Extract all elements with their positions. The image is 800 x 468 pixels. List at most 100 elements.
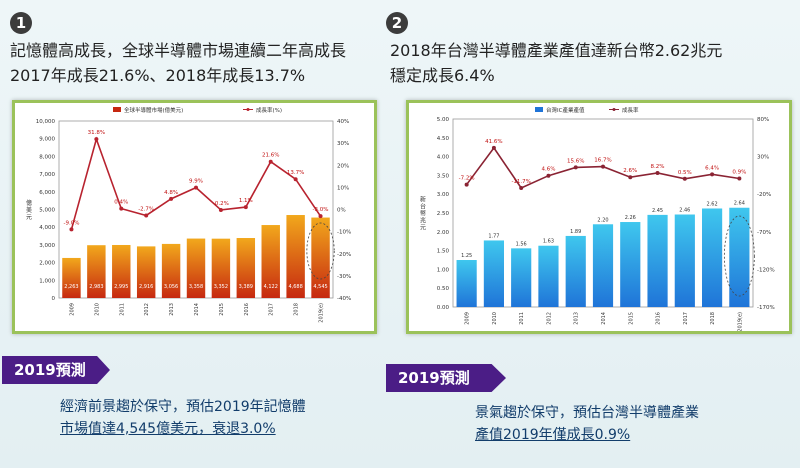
c1-growth-label: 21.6%: [262, 153, 279, 159]
c1-y-tick: 9,000: [39, 137, 55, 143]
c2-bar-value: 1.56: [516, 241, 527, 247]
c2-legend-line-marker: [612, 108, 616, 111]
section2-headline-line1: 2018年台灣半導體產業產值達新台幣2.62兆元: [390, 41, 723, 60]
c1-growth-label: -0.2%: [213, 201, 229, 207]
c2-bar: [674, 214, 695, 307]
c1-growth-label: -2.7%: [138, 206, 154, 212]
c1-growth-marker: [94, 137, 99, 142]
c2-growth-label: 41.6%: [485, 139, 502, 145]
c2-y2-tick: -20%: [757, 192, 771, 198]
c1-x-tick: 2014: [194, 303, 200, 316]
c1-bar: [87, 245, 106, 298]
c1-legend-line-marker: [246, 108, 250, 111]
section2-note-line1: 景氣趨於保守，預估台灣半導體產業: [475, 405, 699, 421]
c2-x-tick: 2011: [519, 312, 525, 325]
c2-bar: [538, 245, 559, 307]
c1-growth-marker: [144, 213, 149, 218]
c1-growth-marker: [69, 227, 74, 232]
c2-growth-marker: [464, 182, 469, 187]
c1-legend-bar-label: 全球半導體市場(億美元): [124, 106, 183, 114]
c2-bar-value: 2.46: [679, 208, 690, 214]
c1-bar: [211, 238, 231, 298]
c1-y2-tick: -20%: [337, 252, 351, 258]
c1-growth-label: 13.7%: [287, 170, 304, 176]
c1-y-tick: 10,000: [36, 119, 56, 125]
c2-x-tick: 2018: [710, 312, 716, 325]
c2-growth-marker: [737, 176, 742, 181]
c1-x-tick: 2016: [244, 303, 250, 316]
c2-legend-bar-label: 台灣IC產業產值: [546, 106, 585, 114]
c1-growth-label: 4.8%: [164, 190, 178, 196]
c2-growth-marker: [491, 145, 496, 150]
c1-bar: [286, 215, 305, 298]
c2-y-tick: 2.00: [437, 230, 450, 236]
c1-growth-label: -9.0%: [63, 220, 79, 226]
c1-y-tick: 3,000: [39, 243, 55, 249]
c1-bar: [261, 225, 280, 298]
c1-growth-marker: [169, 196, 174, 201]
c1-bar: [236, 238, 256, 298]
c1-bar-value: 2,916: [139, 284, 153, 290]
c1-growth-label: 0.4%: [114, 200, 128, 206]
c1-y-tick: 6,000: [39, 190, 55, 196]
c2-y2-tick: 30%: [757, 155, 769, 161]
c1-y-tick: 0: [52, 296, 56, 302]
c2-bar-value: 1.77: [488, 233, 499, 239]
c1-bar-value: 2,983: [89, 284, 103, 290]
c2-y2-tick: -70%: [757, 230, 771, 236]
c1-ylabel-char: 美: [26, 206, 32, 214]
c2-growth-label: 6.4%: [705, 165, 719, 171]
c2-growth-marker: [628, 175, 633, 180]
c1-y2-tick: -30%: [337, 274, 351, 280]
c1-growth-marker: [243, 205, 248, 210]
c2-highlight-ellipse: [723, 215, 755, 297]
c1-bar: [161, 243, 181, 298]
c2-y-tick: 2.50: [437, 211, 450, 217]
section2-headline-line2: 穩定成長6.4%: [390, 66, 495, 85]
c2-y2-tick: -170%: [757, 305, 775, 311]
c2-growth-label: 8.2%: [651, 164, 665, 170]
c1-growth-label: 9.9%: [189, 179, 203, 185]
c2-bar: [483, 240, 504, 307]
c1-growth-label: -3.0%: [313, 207, 329, 213]
c2-y-tick: 3.50: [437, 173, 450, 179]
taiwan-ic-chart: 0.00 0.50 1.00 1.50 2.00 2.50 3.00 3.50 4.00 4.50…: [406, 100, 792, 334]
c2-x-tick: 2012: [546, 312, 552, 325]
c2-bar-value: 1.25: [461, 253, 472, 259]
c2-y-tick: 1.50: [437, 249, 450, 255]
c1-x-tick: 2011: [119, 303, 125, 316]
section1-note-line1: 經濟前景趨於保守，預估2019年記憶體: [60, 399, 306, 415]
c2-y-tick: 0.00: [437, 305, 450, 311]
c2-y2-tick: -120%: [757, 267, 775, 273]
c2-growth-marker: [655, 170, 660, 175]
c1-ylabel-char: 億: [26, 199, 32, 207]
c1-x-tick: 2018: [294, 303, 300, 316]
c2-growth-marker: [682, 176, 687, 181]
c1-y-tick: 4,000: [39, 225, 55, 231]
c1-growth-marker: [293, 177, 298, 182]
c1-growth-label: 1.1%: [239, 198, 253, 204]
section1-number: 1: [10, 12, 32, 34]
c1-ylabel-char: 元: [26, 214, 32, 221]
section1-forecast-badge: 2019預測: [2, 356, 110, 384]
c2-growth-marker: [573, 165, 578, 170]
c1-bar-value: 3,389: [239, 284, 253, 290]
c2-bar: [456, 260, 477, 307]
section1-headline-line2: 2017年成長21.6%、2018年成長13.7%: [10, 66, 306, 85]
c1-bar-value: 2,995: [114, 284, 128, 290]
c1-bar-value: 2,263: [64, 284, 78, 290]
c2-bar-value: 2.64: [734, 201, 745, 207]
c2-bar-value: 2.62: [707, 201, 718, 207]
c2-x-tick: 2010: [492, 312, 498, 325]
c2-growth-label: 2.6%: [623, 168, 637, 174]
section2-forecast-badge: 2019預測: [386, 364, 506, 392]
c1-y2-tick: 0%: [337, 208, 346, 214]
c2-y-tick: 3.00: [437, 192, 450, 198]
c1-y2-tick: 20%: [337, 163, 349, 169]
c2-growth-marker: [519, 185, 524, 190]
c1-bar: [186, 238, 206, 298]
c2-y2-tick: 80%: [757, 117, 769, 123]
c2-growth-marker: [601, 164, 605, 169]
c2-x-tick: 2017: [683, 312, 689, 325]
c2-x-tick: 2014: [601, 312, 607, 325]
